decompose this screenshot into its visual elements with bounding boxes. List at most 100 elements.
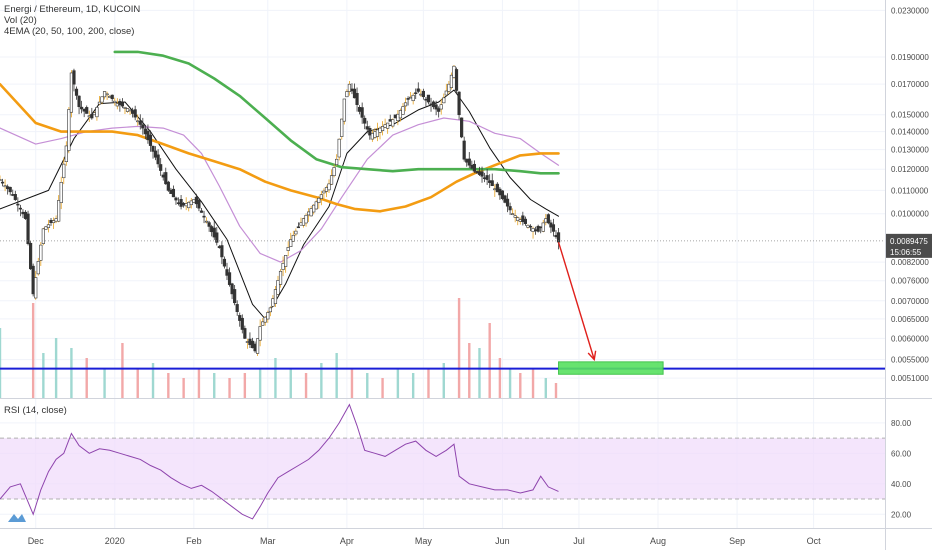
volume-bar — [42, 353, 45, 398]
candle-body — [546, 214, 550, 224]
rsi-line — [0, 403, 559, 520]
candle-body — [92, 112, 96, 116]
candle-body — [299, 222, 303, 226]
candle-body — [419, 93, 423, 96]
forecast-arrow — [557, 241, 595, 360]
candle-body — [284, 255, 288, 267]
volume-bar — [0, 328, 2, 398]
candle-body — [95, 107, 99, 118]
candle-body — [307, 211, 311, 216]
candle-body — [85, 107, 89, 114]
candle-body — [536, 225, 540, 232]
candle-body — [222, 258, 227, 267]
candle-body — [457, 91, 461, 116]
volume-bar — [396, 368, 400, 398]
volume-bar — [213, 373, 216, 398]
candle-body — [215, 232, 219, 243]
candle-body — [115, 103, 119, 107]
volume-bar — [320, 363, 323, 398]
candle-body — [11, 194, 15, 196]
volume-bar — [258, 368, 262, 398]
candle-body — [337, 138, 341, 158]
candle-body — [49, 220, 53, 224]
candle-body — [113, 100, 117, 103]
candle-body — [125, 108, 130, 112]
volume-bar — [508, 368, 512, 398]
ema-line — [0, 89, 559, 320]
candle-body — [393, 114, 397, 119]
candle-body — [192, 199, 196, 203]
candle-body — [355, 93, 359, 105]
legend-ema: 4EMA (20, 50, 100, 200, close) — [4, 26, 135, 37]
price-tick-label: 0.0065000 — [891, 315, 929, 324]
candle-body — [449, 74, 454, 88]
candle-body — [498, 188, 502, 196]
volume-bars — [0, 298, 558, 398]
candle-body — [174, 197, 178, 201]
time-tick-label: Sep — [729, 536, 745, 546]
price-tick-label: 0.0070000 — [891, 297, 929, 306]
candle-body — [182, 202, 186, 206]
candle-body — [220, 245, 224, 258]
candle-body — [322, 190, 326, 194]
candle-body — [169, 189, 173, 194]
candle-body — [184, 203, 188, 207]
candle-body — [523, 218, 527, 224]
price-tick-label: 0.0170000 — [891, 80, 929, 89]
candle-body — [13, 194, 17, 200]
candle-body — [0, 179, 2, 181]
candle-body — [253, 343, 257, 352]
candle-body — [368, 128, 372, 136]
candle-body — [189, 200, 193, 206]
candle-body — [414, 92, 418, 95]
candle-body — [467, 158, 471, 166]
candle-body — [6, 186, 10, 190]
candle-body — [143, 128, 147, 135]
volume-bar — [151, 363, 155, 398]
candle-body — [230, 283, 234, 295]
volume-bar — [182, 378, 185, 398]
candle-body — [332, 167, 336, 176]
candle-body — [424, 98, 428, 101]
candle-body — [324, 187, 329, 192]
candle-body — [118, 100, 122, 106]
candle-body — [131, 110, 135, 114]
price-tick-label: 0.0130000 — [891, 146, 929, 155]
candle-body — [243, 328, 247, 339]
candle-body — [460, 117, 464, 138]
candle-body — [386, 122, 390, 129]
rsi-band-fill — [0, 438, 885, 500]
candle-body — [80, 106, 84, 110]
candle-body — [161, 174, 165, 178]
rsi-tick-label: 40.00 — [891, 480, 912, 489]
candle-body — [3, 185, 7, 188]
candle-body — [291, 234, 295, 242]
time-tick-label: Dec — [28, 536, 45, 546]
candle-body — [513, 215, 517, 218]
candle-body — [202, 215, 206, 218]
volume-bar — [85, 358, 88, 398]
candle-body — [493, 188, 497, 191]
candle-body — [187, 201, 191, 209]
candle-body — [429, 103, 433, 106]
price-tick-label: 0.0055000 — [891, 356, 929, 365]
candle-body — [480, 171, 484, 177]
candle-body — [278, 270, 283, 285]
price-tick-label: 0.0230000 — [891, 6, 929, 15]
candle-body — [294, 230, 298, 235]
candle-body — [77, 95, 81, 108]
time-tick-label: Jul — [573, 536, 585, 546]
volume-bar — [427, 368, 430, 398]
candle-body — [304, 214, 308, 224]
candle-body — [100, 96, 104, 103]
candle-body — [503, 195, 507, 203]
price-tick-label: 0.0060000 — [891, 334, 929, 343]
candle-body — [327, 183, 331, 191]
candle-body — [465, 158, 469, 163]
candle-body — [74, 88, 79, 96]
candle-body — [539, 226, 543, 229]
candle-body — [516, 217, 520, 221]
candle-body — [363, 117, 367, 124]
candle-body — [238, 315, 242, 321]
